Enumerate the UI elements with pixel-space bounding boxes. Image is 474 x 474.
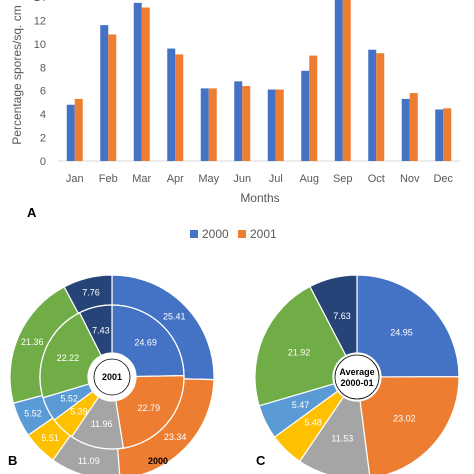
bar-2000-may (200, 88, 209, 161)
inner-ring-segment (78, 304, 113, 357)
y-tick-label: 12 (34, 15, 46, 27)
inner-ring-value-label: 22.22 (57, 353, 80, 363)
bar-2000-mar (133, 2, 142, 161)
x-tick-label: Jan (66, 173, 84, 185)
x-tick-label: Dec (433, 173, 453, 185)
inner-ring-value-label: 5.39 (70, 407, 88, 417)
bar-2000-feb (100, 25, 109, 161)
bar-2001-jul (275, 89, 284, 161)
x-tick-label: May (198, 173, 219, 185)
average-value-label: 24.95 (390, 327, 413, 337)
inner-ring-value-label: 11.96 (91, 419, 113, 429)
outer-ring-value-label: 7.76 (82, 288, 100, 298)
outer-ring-value-label: 23.34 (164, 432, 187, 442)
average-value-label: 5.48 (304, 417, 322, 427)
bar-2001-aug (309, 55, 318, 162)
panel-label-a: A (27, 205, 37, 220)
y-axis-title: Percentage spores/sq. cm (10, 5, 24, 144)
average-value-label: 21.92 (288, 347, 311, 357)
bar-2001-apr (175, 54, 184, 161)
bar-2000-jun (234, 81, 243, 161)
bar-2001-nov (409, 93, 418, 161)
nested-doughnut-chart: 25.41 23.34 11.09 5.51 5.52 21.36 7.76 24.69 22.… (9, 274, 215, 474)
outer-ring-value-label: 5.52 (24, 408, 42, 418)
bar-2000-jan (66, 104, 75, 161)
bar-2001-jan (74, 98, 83, 161)
inner-ring-value-label: 5.52 (60, 394, 78, 404)
average-value-label: 11.53 (331, 433, 353, 443)
legend-label-2001: 2001 (250, 227, 277, 241)
outer-ring-value-label: 21.36 (21, 337, 44, 347)
bar-chart: 0 2 4 6 8 10 12 14 Jan Feb Mar Apr May Jun Jul Aug Sep O… (10, 0, 460, 241)
bar-2000-oct (368, 49, 377, 161)
bar-2001-mar (141, 7, 150, 161)
inner-ring-value-label: 7.43 (92, 325, 110, 335)
average-value-label: 5.47 (292, 400, 310, 410)
x-tick-label: Apr (167, 173, 184, 185)
bar-2000-jul (267, 89, 276, 161)
center-label-line-2: 2000-01 (340, 378, 373, 388)
y-tick-label: 14 (34, 0, 46, 4)
bar-2001-feb (108, 34, 117, 161)
average-value-label: 23.02 (393, 414, 416, 424)
outer-ring-value-label: 5.51 (41, 433, 59, 443)
legend-label-2000: 2000 (202, 227, 229, 241)
outer-ring-label: 2000 (148, 456, 168, 466)
inner-ring-segment (115, 374, 185, 449)
x-tick-label: Feb (99, 173, 118, 185)
bar-2001-jun (242, 86, 251, 161)
panel-label-c: C (256, 453, 266, 468)
bar-2000-nov (401, 98, 410, 161)
average-segment (254, 285, 347, 407)
center-badge (93, 358, 131, 396)
y-tick-label: 0 (40, 156, 46, 168)
x-tick-label: Oct (368, 173, 385, 185)
x-axis-title: Months (240, 191, 279, 205)
y-tick-label: 2 (40, 133, 46, 145)
center-label: 2001 (102, 372, 122, 382)
x-tick-label: Jul (269, 173, 283, 185)
bar-2000-dec (435, 109, 444, 161)
inner-ring-value-label: 24.69 (134, 338, 157, 348)
x-tick-label: Mar (132, 173, 151, 185)
x-tick-label: Nov (400, 173, 420, 185)
y-tick-label: 4 (40, 109, 46, 121)
legend-swatch-2001 (238, 230, 246, 238)
bar-2001-oct (376, 53, 385, 161)
y-tick-label: 6 (40, 86, 46, 98)
inner-ring-value-label: 22.79 (138, 403, 161, 413)
bar-2000-apr (167, 48, 176, 161)
bar-2001-dec (443, 108, 452, 161)
center-badge (334, 354, 380, 400)
y-tick-label: 8 (40, 62, 46, 74)
center-label-line-1: Average (339, 367, 374, 377)
ring-divider (39, 304, 185, 450)
inner-ring-segment (39, 311, 103, 399)
bar-2000-aug (301, 70, 310, 161)
legend: 2000 2001 (190, 227, 277, 241)
average-segment (356, 274, 460, 378)
average-segment (309, 274, 358, 357)
bar-2001-may (208, 88, 217, 161)
average-doughnut-chart: 24.95 23.02 11.53 5.48 5.47 21.92 7.63 Average2… (254, 274, 460, 474)
panel-label-b: B (8, 453, 17, 468)
x-tick-label: Sep (333, 173, 353, 185)
bar-2000-sep (334, 0, 343, 161)
bar-2001-sep (342, 0, 351, 161)
x-tick-label: Jun (233, 173, 251, 185)
outer-ring-value-label: 11.09 (78, 456, 100, 466)
x-tick-label: Aug (299, 173, 319, 185)
average-segment (359, 376, 460, 474)
y-tick-label: 10 (34, 39, 46, 51)
average-value-label: 7.63 (333, 311, 351, 321)
outer-ring-value-label: 25.41 (163, 311, 186, 321)
legend-swatch-2000 (190, 230, 198, 238)
